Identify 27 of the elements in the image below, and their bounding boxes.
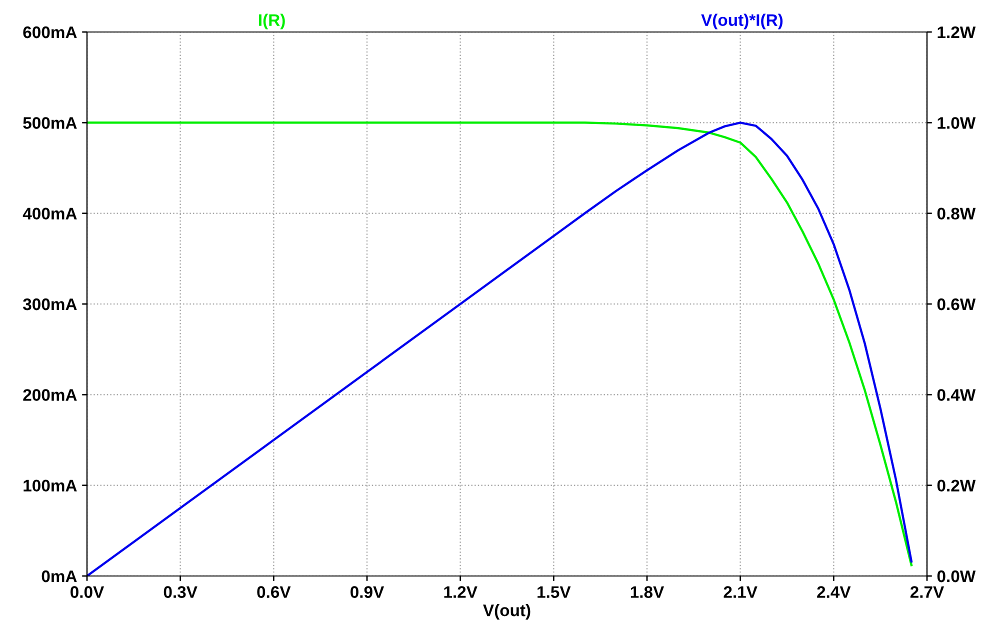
y-tick-label: 0mA — [42, 570, 77, 582]
y2-tick-label: 0.8W — [937, 208, 976, 220]
x-axis-title: V(out) — [483, 604, 530, 620]
y2-tick-label: 0.2W — [937, 480, 976, 492]
y-tick-label: 100mA — [24, 480, 77, 492]
text: V(out)*I(R) — [701, 14, 783, 30]
y-tick-label: 300mA — [23, 298, 77, 310]
x-tick-label: 0.9V — [350, 586, 384, 598]
x-tick-label: 1.5V — [538, 586, 571, 598]
text: I(R) — [259, 14, 285, 30]
y2-tick-label: 0.4W — [937, 389, 976, 401]
x-tick-label: 2.7V — [910, 586, 944, 598]
y-tick-label: 600mA — [23, 26, 77, 38]
x-tick-label: 1.8V — [630, 586, 664, 598]
y-tick-label: 200mA — [23, 389, 77, 401]
x-tick-label: 0.6V — [257, 586, 291, 598]
x-tick-label: 2.1V — [724, 586, 758, 598]
y-tick-label: 500mA — [23, 117, 77, 129]
x-tick-label: 2.4V — [817, 586, 851, 598]
y2-tick-label: 0.0W — [937, 570, 976, 582]
x-tick-label: 0.0V — [70, 586, 104, 598]
y2-tick-label: 1.2W — [938, 26, 976, 38]
x-tick-label: 1.2V — [444, 586, 478, 598]
y2-tick-label: 1.0W — [938, 117, 976, 129]
y2-tick-label: 0.6W — [937, 298, 976, 310]
x-tick-label: 0.3V — [164, 586, 198, 598]
y-tick-label: 400mA — [22, 208, 77, 220]
